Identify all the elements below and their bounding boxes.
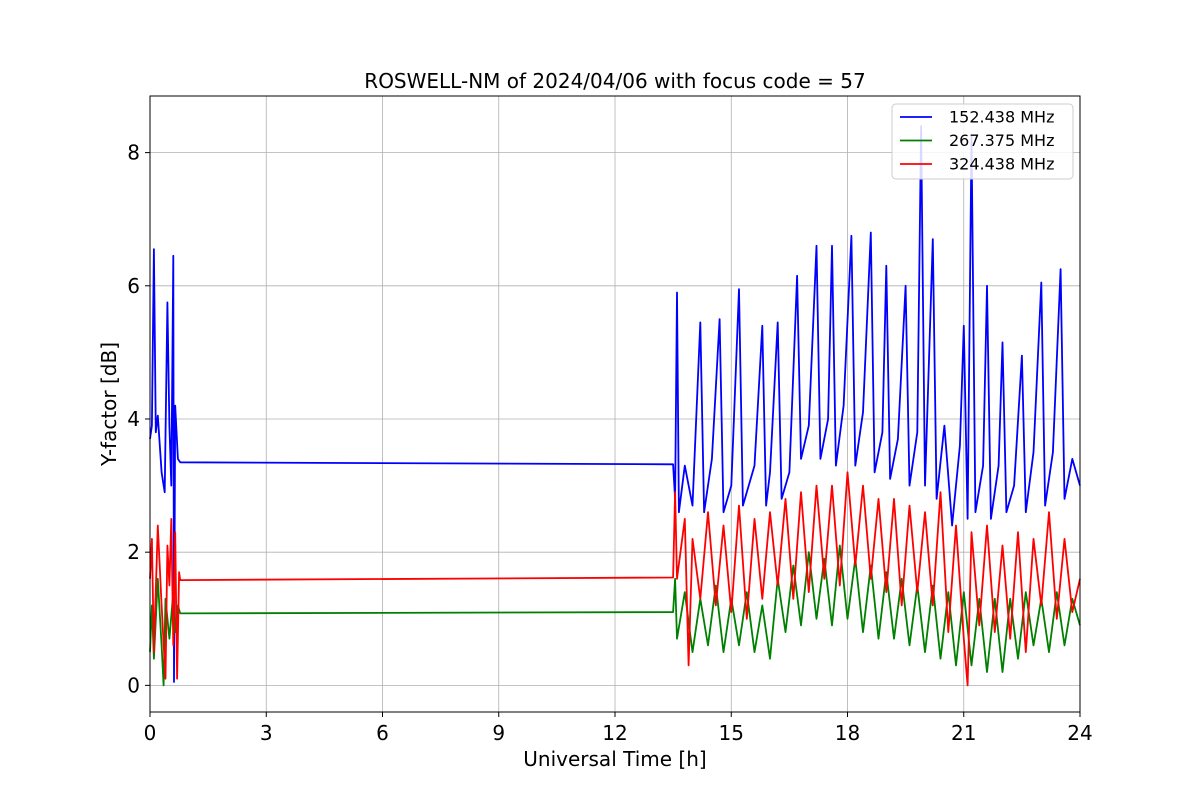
y-axis-label: Y-factor [dB] [97,342,121,467]
y-tick-label: 2 [127,540,140,564]
y-tick-label: 0 [127,673,140,697]
legend-label: 267.375 MHz [949,131,1054,150]
chart-title: ROSWELL-NM of 2024/04/06 with focus code… [364,69,865,93]
legend: 152.438 MHz 267.375 MHz 324.438 MHz [891,103,1074,180]
x-tick-label: 12 [602,721,627,745]
x-tick-label: 6 [376,721,389,745]
series-line-1 [149,544,1081,687]
y-tick-label: 4 [127,407,140,431]
series-line-0 [149,125,1081,683]
series-line-2 [149,471,1081,687]
x-tick-label: 15 [719,721,744,745]
x-tick-label: 24 [1067,721,1092,745]
x-axis-label: Universal Time [h] [523,747,706,771]
legend-label: 324.438 MHz [949,155,1054,174]
legend-box [891,103,1074,180]
x-tick-label: 21 [951,721,976,745]
series-layer [149,125,1081,687]
y-tick-label: 8 [127,141,140,165]
legend-label: 152.438 MHz [949,108,1054,127]
x-tick-label: 9 [492,721,505,745]
grid [149,96,1081,712]
x-tick-label: 3 [260,721,273,745]
y-tick-label: 6 [127,274,140,298]
x-tick-label: 18 [835,721,860,745]
x-tick-label: 0 [144,721,157,745]
